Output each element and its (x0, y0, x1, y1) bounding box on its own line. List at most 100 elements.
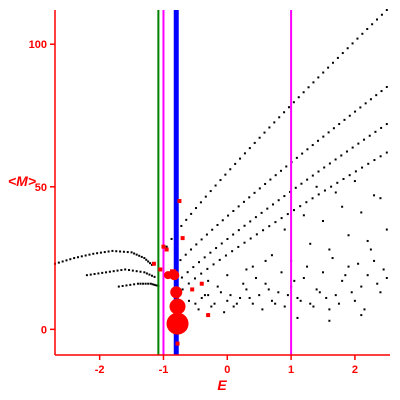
band-point (368, 134, 371, 137)
band-point (294, 186, 297, 189)
band-point (375, 94, 378, 97)
band-point (274, 174, 277, 177)
arc-point (131, 269, 134, 272)
arc-point (111, 249, 114, 252)
band-point (305, 201, 308, 204)
band-point (363, 138, 366, 141)
band-point (237, 245, 240, 248)
cloud-point (306, 265, 309, 268)
band-point (345, 150, 348, 153)
band-point (279, 169, 282, 172)
y-axis-label: <M> (8, 173, 36, 189)
arc-point (139, 282, 142, 285)
cloud-point (328, 308, 331, 311)
cloud-point (325, 296, 328, 299)
band-point (243, 241, 246, 244)
cloud-point (203, 294, 206, 297)
band-point (264, 182, 267, 185)
cloud-point (283, 305, 286, 308)
cloud-point (258, 294, 261, 297)
cloud-point (341, 205, 344, 208)
arc-point (122, 250, 125, 253)
band-point (289, 190, 292, 193)
band-point (260, 211, 263, 214)
arc-point (153, 283, 156, 286)
arc-point (140, 255, 143, 258)
cloud-point (353, 180, 356, 183)
band-point (271, 203, 274, 206)
band-point (342, 177, 345, 180)
cloud-point (264, 259, 267, 262)
arc-point (135, 253, 138, 256)
x-tick-label: 0 (224, 364, 230, 376)
band-point (255, 233, 258, 236)
band-point (220, 242, 223, 245)
arc-point (76, 256, 79, 259)
band-point (380, 126, 383, 129)
highlight-point (163, 271, 172, 280)
band-point (286, 213, 289, 216)
arc-point (96, 252, 99, 255)
arc-point (99, 251, 102, 254)
cloud-point (226, 274, 229, 277)
band-point (330, 185, 333, 188)
background-points-layer (54, 9, 388, 322)
cloud-point (299, 299, 302, 302)
cloud-point (341, 279, 344, 282)
arc-point (93, 273, 96, 276)
band-point (327, 131, 330, 134)
band-point (180, 276, 183, 279)
band-point (301, 152, 304, 155)
x-tick-label: 2 (352, 364, 358, 376)
band-point (385, 123, 388, 126)
band-point (376, 18, 379, 21)
arc-point (135, 270, 138, 273)
band-point (373, 159, 376, 162)
band-point (283, 195, 286, 198)
cloud-point (379, 197, 382, 200)
band-point (351, 42, 354, 45)
band-point (211, 228, 214, 231)
arc-point (130, 251, 133, 254)
band-point (243, 224, 246, 227)
band-point (212, 263, 215, 266)
cloud-point (248, 296, 251, 299)
band-point (179, 259, 182, 262)
band-point (295, 156, 298, 159)
band-point (204, 195, 207, 198)
band-point (214, 184, 217, 187)
arc-point (101, 271, 104, 274)
cloud-point (213, 302, 216, 305)
band-point (262, 229, 265, 232)
highlight-point (190, 287, 195, 292)
cloud-point (270, 254, 273, 257)
band-point (292, 209, 295, 212)
cloud-point (353, 299, 356, 302)
band-point (311, 197, 314, 200)
band-point (385, 9, 388, 11)
band-point (200, 272, 203, 275)
band-point (186, 271, 189, 274)
highlight-point (158, 267, 163, 272)
arc-point (124, 268, 127, 271)
band-point (292, 101, 295, 104)
cloud-point (366, 239, 369, 242)
band-point (199, 201, 202, 204)
arc-point (103, 251, 106, 254)
arc-point (57, 261, 60, 264)
arc-point (121, 285, 124, 287)
arc-point (149, 262, 152, 265)
band-point (367, 162, 370, 165)
cloud-point (366, 274, 369, 277)
cloud-point (302, 277, 305, 280)
cloud-point (245, 288, 248, 291)
cloud-point (344, 274, 347, 277)
band-point (248, 147, 251, 150)
cloud-point (242, 282, 245, 285)
band-point (351, 146, 354, 149)
cloud-point (328, 248, 331, 251)
cloud-point (251, 265, 254, 268)
band-point (302, 91, 305, 94)
arc-point (107, 250, 110, 253)
arc-point (149, 282, 152, 285)
